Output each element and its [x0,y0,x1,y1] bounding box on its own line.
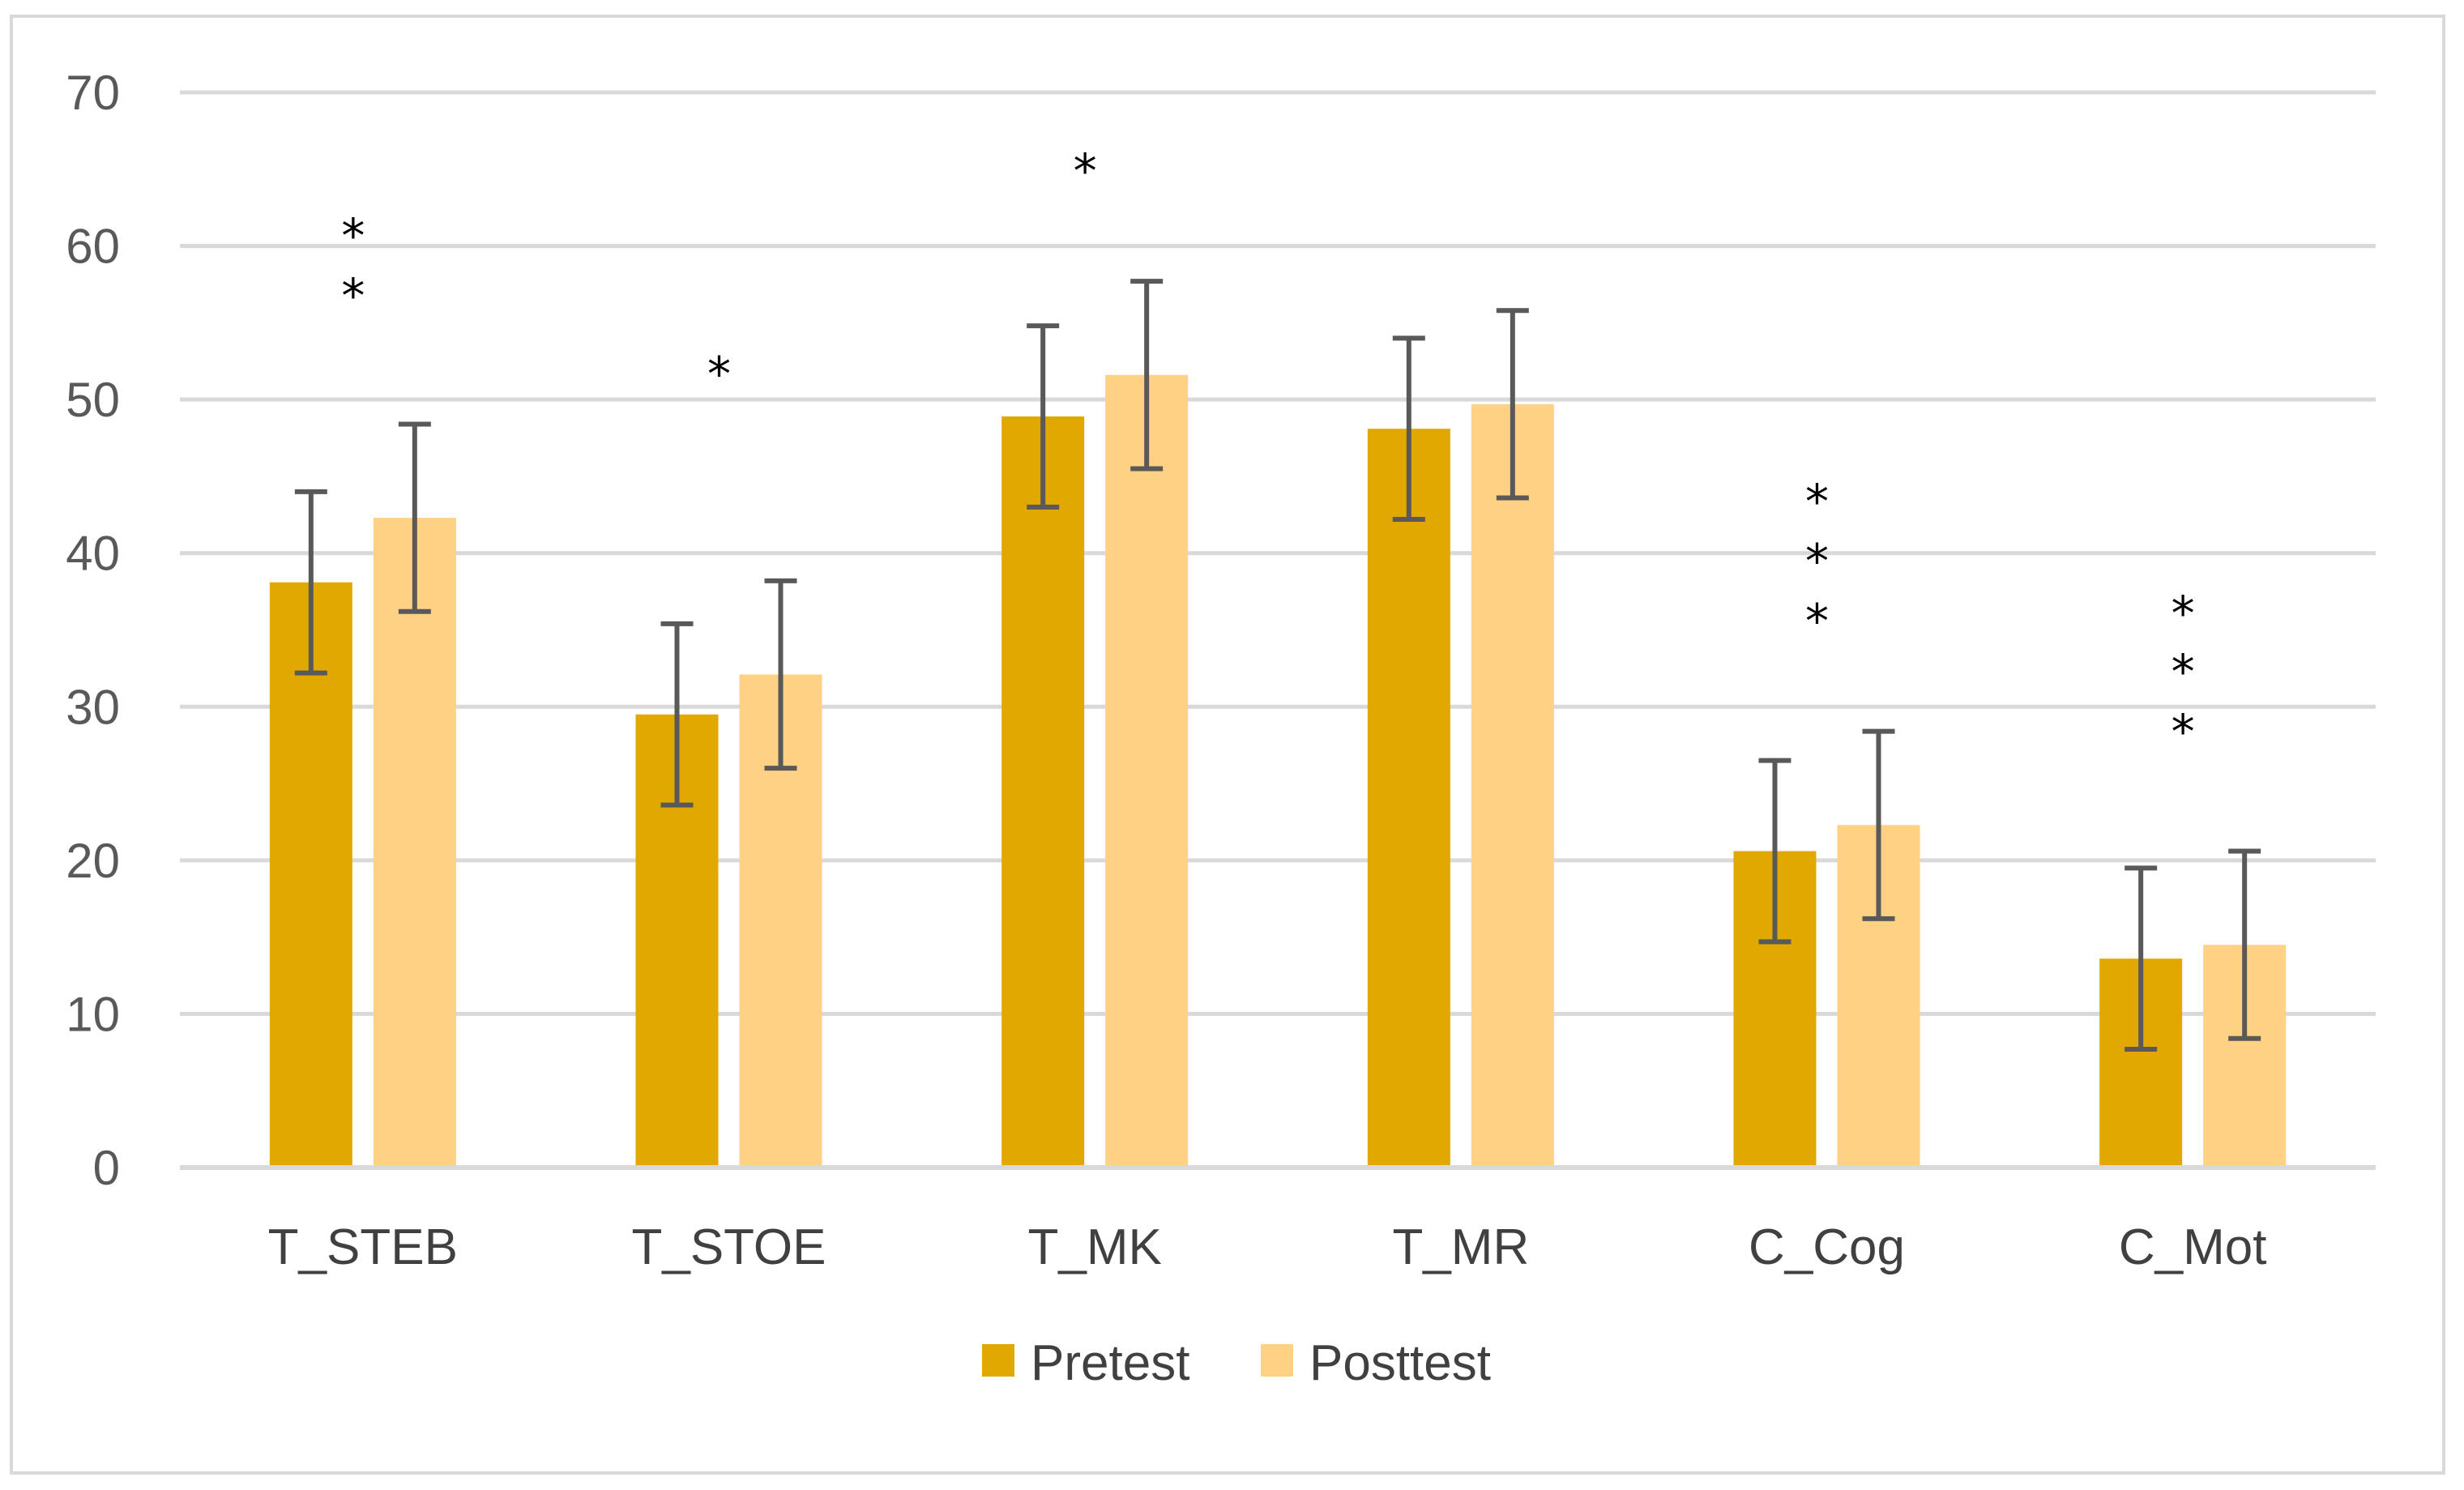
significance-star-c_cog-2: * [1805,594,1829,649]
significance-star-c_mot-1: * [2171,644,2195,699]
category-label-t_mr: T_MR [1392,1219,1529,1275]
labels: 0 10 20 30 40 50 60 70 T_STEB T_STOE T_MK T_MR C_Cog… [66,66,2266,1275]
y-tick-label-50: 50 [66,373,120,427]
legend-swatch-posttest [1261,1344,1293,1377]
y-tick-label-60: 60 [66,220,120,274]
category-label-t_mk: T_MK [1027,1219,1161,1275]
bar-posttest-t_mk [1105,374,1189,1168]
bar-posttest-t_steb [373,518,456,1168]
bars [269,374,2287,1168]
significance-star-c_cog-0: * [1805,474,1829,529]
y-tick-label-30: 30 [66,680,120,734]
legend-label-posttest: Posttest [1309,1335,1491,1391]
bar-pretest-t_steb [269,582,352,1168]
category-label-t_steb: T_STEB [268,1219,458,1275]
bar-posttest-t_mr [1471,403,1554,1168]
significance-star-t_steb-0: * [341,208,365,263]
y-tick-label-20: 20 [66,834,120,888]
category-label-c_cog: C_Cog [1749,1219,1905,1275]
category-label-c_mot: C_Mot [2119,1219,2267,1275]
significance-star-c_cog-1: * [1805,534,1829,589]
significance-star-t_stoe-0: * [707,346,731,401]
error-bars [294,279,2261,1052]
significance-star-c_mot-2: * [2171,704,2195,759]
bar-pretest-t_mr [1367,429,1450,1168]
significance-star-c_mot-0: * [2171,586,2195,641]
legend-label-pretest: Pretest [1031,1335,1189,1391]
y-tick-label-0: 0 [93,1141,120,1195]
bar-pretest-t_mk [1001,416,1085,1168]
significance-annotations: ******* *** [341,143,2194,759]
significance-star-t_mk-0: * [1074,143,1097,199]
y-tick-label-70: 70 [66,66,120,120]
y-tick-label-40: 40 [66,527,120,581]
category-label-t_stoe: T_STOE [631,1219,826,1275]
legend-swatch-pretest [982,1344,1014,1377]
y-tick-label-10: 10 [66,987,120,1041]
significance-star-t_steb-1: * [341,268,365,323]
legend: Pretest Posttest [982,1335,1491,1391]
gridlines [180,90,2376,1016]
